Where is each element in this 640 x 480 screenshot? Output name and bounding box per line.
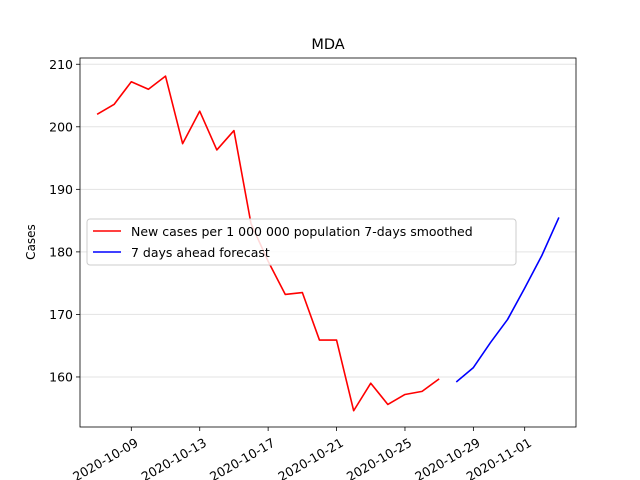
legend-label-series-2: 7 days ahead forecast [131,245,270,260]
y-tick-label: 180 [49,244,73,259]
y-axis-label: Cases [24,224,38,260]
y-tick-label: 170 [49,307,73,322]
series-line-2 [455,217,560,383]
y-tick-label: 160 [49,369,73,384]
y-tick-label: 210 [49,57,73,72]
plot-frame [79,57,577,428]
y-tick-label: 190 [49,182,73,197]
y-tick-label: 200 [49,119,73,134]
legend: New cases per 1 000 000 population 7-day… [86,218,517,266]
y-axis: 160 170 180 190 200 210 [49,57,80,384]
legend-label-series-1: New cases per 1 000 000 population 7-day… [131,224,473,239]
legend-box [86,218,517,266]
chart-title: MDA [311,37,344,53]
